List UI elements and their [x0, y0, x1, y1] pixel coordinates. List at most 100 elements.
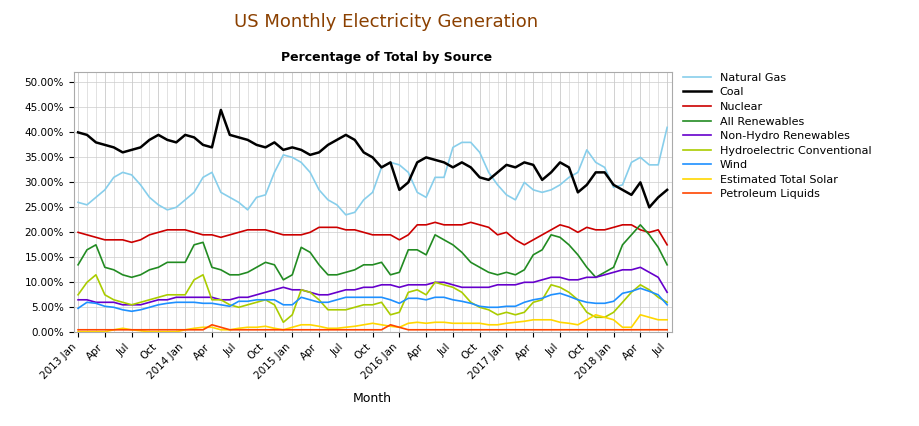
All Renewables — [528, 252, 539, 257]
All Renewables — [634, 222, 645, 227]
Nuclear — [429, 220, 440, 225]
Estimated Total Solar — [73, 329, 84, 334]
Hydroelectric Conventional — [126, 302, 137, 307]
Hydroelectric Conventional — [153, 295, 164, 300]
Nuclear — [536, 232, 547, 237]
Coal — [528, 162, 539, 167]
Coal — [215, 107, 226, 112]
Petroleum Liquids — [143, 327, 154, 332]
Wind — [528, 297, 539, 302]
Line: Hydroelectric Conventional: Hydroelectric Conventional — [78, 275, 666, 322]
Nuclear — [661, 242, 672, 248]
Line: Nuclear: Nuclear — [78, 222, 666, 245]
Estimated Total Solar — [625, 325, 636, 330]
Wind — [153, 302, 164, 307]
Nuclear — [117, 237, 128, 242]
Wind — [634, 286, 645, 291]
Non-Hydro Renewables — [528, 280, 539, 285]
Wind — [349, 295, 360, 300]
Non-Hydro Renewables — [153, 297, 164, 302]
Line: Estimated Total Solar: Estimated Total Solar — [78, 315, 666, 332]
Wind — [322, 300, 333, 305]
Nuclear — [518, 242, 529, 248]
Text: US Monthly Electricity Generation: US Monthly Electricity Generation — [234, 13, 538, 31]
Nuclear — [73, 230, 84, 235]
Line: Coal: Coal — [78, 110, 666, 207]
Non-Hydro Renewables — [117, 302, 128, 307]
Estimated Total Solar — [162, 329, 173, 334]
Wind — [617, 291, 628, 296]
Natural Gas — [625, 160, 636, 165]
Wind — [117, 307, 128, 312]
Petroleum Liquids — [206, 322, 217, 327]
Line: Wind: Wind — [78, 288, 666, 311]
Coal — [143, 137, 154, 142]
Hydroelectric Conventional — [73, 292, 84, 297]
Legend: Natural Gas, Coal, Nuclear, All Renewables, Non-Hydro Renewables, Hydroelectric : Natural Gas, Coal, Nuclear, All Renewabl… — [683, 73, 870, 199]
All Renewables — [278, 277, 289, 282]
Hydroelectric Conventional — [90, 272, 101, 277]
Estimated Total Solar — [590, 312, 601, 317]
Petroleum Liquids — [661, 327, 672, 332]
Petroleum Liquids — [162, 327, 173, 332]
Coal — [322, 142, 333, 147]
Natural Gas — [313, 187, 324, 193]
Natural Gas — [143, 195, 154, 200]
Non-Hydro Renewables — [349, 287, 360, 292]
Text: Percentage of Total by Source: Percentage of Total by Source — [280, 51, 492, 64]
Estimated Total Solar — [661, 317, 672, 322]
Petroleum Liquids — [322, 327, 333, 332]
Line: Non-Hydro Renewables: Non-Hydro Renewables — [78, 268, 666, 305]
Hydroelectric Conventional — [357, 302, 369, 307]
Hydroelectric Conventional — [278, 320, 289, 325]
Petroleum Liquids — [349, 327, 360, 332]
All Renewables — [617, 242, 628, 248]
Non-Hydro Renewables — [73, 297, 84, 302]
Natural Gas — [73, 200, 84, 205]
Coal — [617, 187, 628, 193]
Coal — [661, 187, 672, 193]
Nuclear — [313, 225, 324, 230]
Line: Natural Gas: Natural Gas — [78, 127, 666, 215]
Coal — [73, 130, 84, 135]
All Renewables — [661, 262, 672, 268]
All Renewables — [117, 272, 128, 277]
Natural Gas — [528, 187, 539, 193]
Non-Hydro Renewables — [617, 267, 628, 272]
Hydroelectric Conventional — [536, 297, 547, 302]
Petroleum Liquids — [73, 327, 84, 332]
Natural Gas — [661, 125, 672, 130]
Petroleum Liquids — [528, 327, 539, 332]
Non-Hydro Renewables — [126, 302, 137, 307]
Hydroelectric Conventional — [661, 300, 672, 305]
Natural Gas — [162, 207, 173, 213]
Nuclear — [340, 227, 351, 233]
Estimated Total Solar — [313, 324, 324, 329]
Coal — [349, 137, 360, 142]
All Renewables — [73, 262, 84, 268]
Petroleum Liquids — [625, 327, 636, 332]
Line: All Renewables: All Renewables — [78, 225, 666, 280]
Coal — [117, 150, 128, 155]
All Renewables — [349, 267, 360, 272]
Wind — [126, 309, 137, 314]
Hydroelectric Conventional — [331, 307, 342, 312]
Estimated Total Solar — [518, 319, 529, 324]
Non-Hydro Renewables — [661, 290, 672, 295]
Non-Hydro Renewables — [322, 292, 333, 297]
Nuclear — [625, 222, 636, 227]
Natural Gas — [349, 210, 360, 215]
Estimated Total Solar — [340, 325, 351, 330]
Hydroelectric Conventional — [625, 290, 636, 295]
Estimated Total Solar — [143, 329, 154, 334]
All Renewables — [143, 267, 154, 272]
Line: Petroleum Liquids: Petroleum Liquids — [78, 325, 666, 330]
All Renewables — [322, 272, 333, 277]
Nuclear — [143, 232, 154, 237]
Natural Gas — [340, 212, 351, 217]
Non-Hydro Renewables — [634, 265, 645, 270]
Wind — [661, 302, 672, 307]
X-axis label: Month: Month — [353, 392, 391, 406]
Coal — [643, 205, 654, 210]
Wind — [73, 306, 84, 311]
